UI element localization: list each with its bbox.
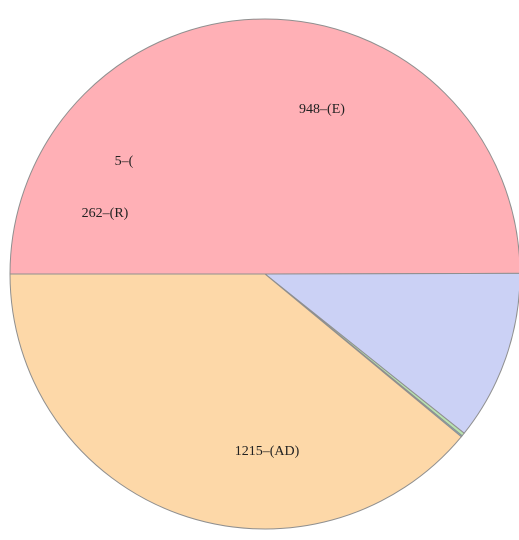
slice-label-1215-ad: 1215–(AD) bbox=[235, 444, 300, 459]
pie-slice-262-r bbox=[263, 272, 519, 434]
slice-label-262-r: 262–(R) bbox=[82, 206, 129, 221]
slice-label-5: 5–( bbox=[115, 154, 134, 169]
slice-label-948-e: 948–(E) bbox=[299, 102, 345, 117]
pie-slice-1215-ad bbox=[9, 18, 519, 275]
pie-slice-948-e bbox=[9, 273, 462, 530]
